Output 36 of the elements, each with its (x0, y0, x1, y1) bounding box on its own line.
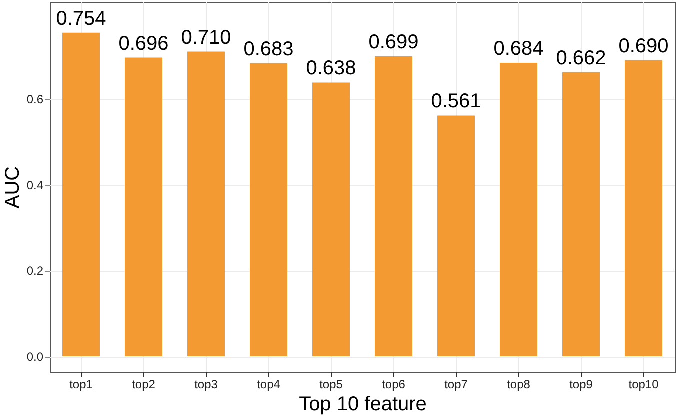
y-tick-label: 0.0 (26, 350, 44, 364)
y-tick-label: 0.6 (26, 92, 44, 107)
bar (375, 56, 412, 357)
bar (562, 72, 600, 357)
y-axis-title: AUC (2, 166, 24, 209)
data-label: 0.710 (181, 26, 232, 49)
bar (62, 32, 100, 357)
data-label: 0.638 (306, 58, 356, 80)
y-tick-label: 0.2 (26, 264, 44, 278)
x-tick-label: top10 (628, 378, 660, 392)
bar (500, 62, 538, 357)
data-label: 0.699 (368, 32, 419, 54)
bar (438, 116, 475, 357)
x-tick-label: top6 (382, 378, 406, 392)
data-label: 0.696 (118, 32, 169, 55)
bar (125, 58, 162, 357)
data-label: 0.683 (244, 38, 294, 60)
data-label: 0.684 (494, 38, 544, 60)
x-tick-label: top5 (320, 378, 344, 392)
data-label: 0.754 (56, 8, 106, 30)
data-label: 0.662 (556, 47, 606, 70)
x-axis-title: Top 10 feature (299, 394, 427, 416)
data-label: 0.561 (431, 90, 482, 113)
x-tick-label: top8 (507, 378, 531, 392)
x-tick-label: top2 (132, 378, 156, 392)
x-tick-label: top1 (70, 378, 94, 392)
bar (188, 52, 225, 357)
bar (250, 63, 288, 357)
bar (312, 82, 350, 357)
x-tick-label: top9 (570, 378, 594, 392)
y-tick-label: 0.4 (26, 178, 44, 192)
data-label: 0.690 (618, 35, 669, 58)
bar (625, 60, 662, 357)
x-tick-label: top3 (194, 378, 218, 392)
x-tick-label: top4 (257, 378, 281, 392)
x-tick-label: top7 (444, 378, 468, 392)
